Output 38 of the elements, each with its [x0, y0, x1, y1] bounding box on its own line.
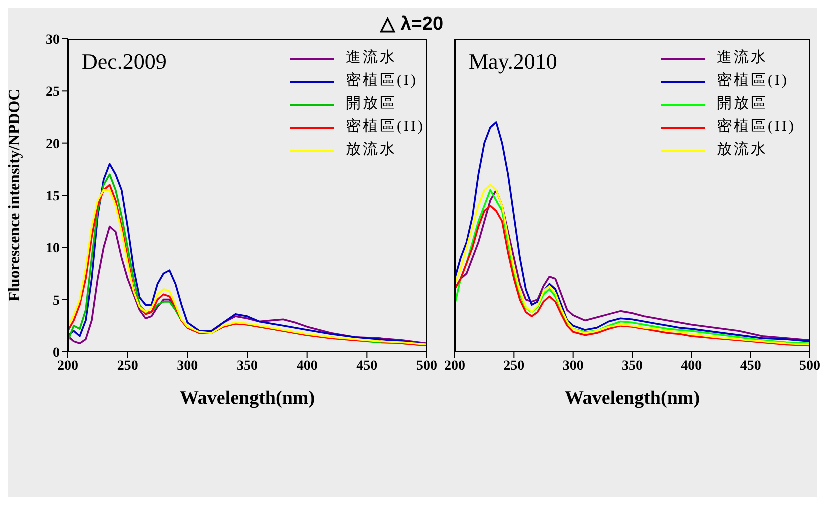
x-tick-label: 400: [681, 358, 702, 374]
x-tick-label: 200: [444, 358, 466, 374]
x-tick-label: 450: [356, 358, 378, 374]
y-tick-label: 25: [46, 85, 60, 100]
x-tick-label: 300: [177, 358, 198, 374]
chart-title: △ λ=20: [379, 13, 445, 36]
x-tick-label: 500: [416, 358, 438, 374]
x-tick-label: 250: [117, 358, 138, 374]
x-tick-label: 250: [504, 358, 525, 374]
x-tick-label: 350: [622, 358, 643, 374]
y-tick-label: 20: [46, 137, 60, 152]
legend-label: 開放區: [717, 95, 768, 114]
y-tick-label: 5: [53, 294, 60, 309]
x-tick-label: 450: [740, 358, 762, 374]
y-axis-title: Fluorescence intensity/NPDOC: [6, 89, 24, 302]
y-tick-label: 10: [46, 242, 60, 257]
annotation: Dec.2009: [82, 49, 167, 75]
x-tick-label: 400: [296, 358, 318, 374]
legend-label: 開放區: [346, 95, 398, 114]
x-tick-label: 500: [800, 358, 820, 374]
x-tick-label: 300: [562, 358, 584, 374]
y-tick-label: 30: [46, 32, 60, 48]
annotation: May.2010: [469, 49, 558, 75]
legend-label: 密植區(I): [717, 71, 790, 91]
line-series: [68, 226, 427, 345]
x-tick-label: 350: [237, 358, 258, 374]
x-axis-title: Wavelength(nm): [564, 388, 700, 409]
x-tick-label: 200: [58, 358, 78, 374]
legend-label: 放流水: [346, 140, 398, 160]
legend-label: 進流水: [717, 48, 768, 68]
x-axis-title: Wavelength(nm): [180, 388, 316, 409]
legend-label: 密植區(II): [346, 117, 425, 137]
legend-label: 密植區(I): [346, 71, 418, 91]
y-tick-label: 0: [53, 346, 60, 361]
legend-label: 密植區(II): [717, 117, 796, 137]
legend-label: 放流水: [717, 140, 768, 160]
legend-label: 進流水: [346, 48, 398, 68]
y-tick-label: 15: [46, 189, 60, 204]
